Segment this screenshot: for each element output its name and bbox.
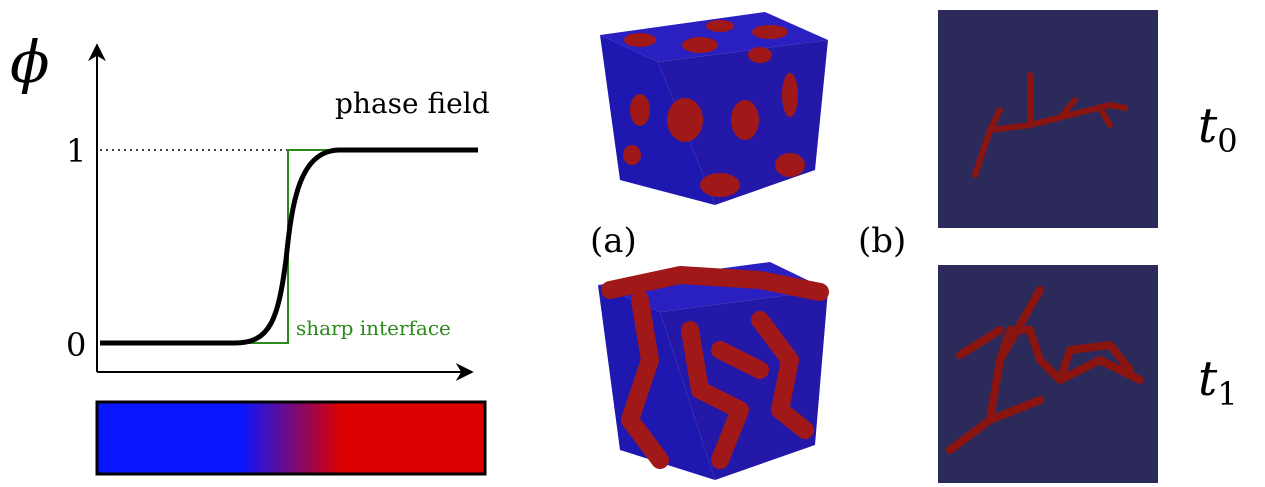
image-t1 [938, 265, 1158, 483]
tick-one: 1 [66, 132, 86, 170]
phase-plot: ϕ 1 0 phase field sharp interface [10, 28, 490, 476]
cube-bottom [598, 262, 829, 480]
phi-label: ϕ [10, 28, 50, 96]
phase-curve [100, 147, 478, 346]
sharp-interface-label: sharp interface [296, 316, 451, 340]
time-sub: 1 [1217, 375, 1237, 413]
label-b: (b) [858, 221, 906, 261]
time-t0: t0 [1198, 98, 1238, 160]
label-a: (a) [590, 221, 637, 261]
time-base: t [1198, 98, 1218, 154]
phase-field-label: phase field [335, 87, 490, 120]
colorbar [95, 400, 487, 476]
tick-zero: 0 [66, 326, 86, 364]
cube-top [600, 12, 828, 205]
image-t0 [938, 10, 1158, 228]
time-t1: t1 [1198, 351, 1238, 413]
time-base: t [1198, 351, 1218, 407]
time-sub: 0 [1217, 122, 1237, 160]
sharp-step [240, 149, 340, 344]
